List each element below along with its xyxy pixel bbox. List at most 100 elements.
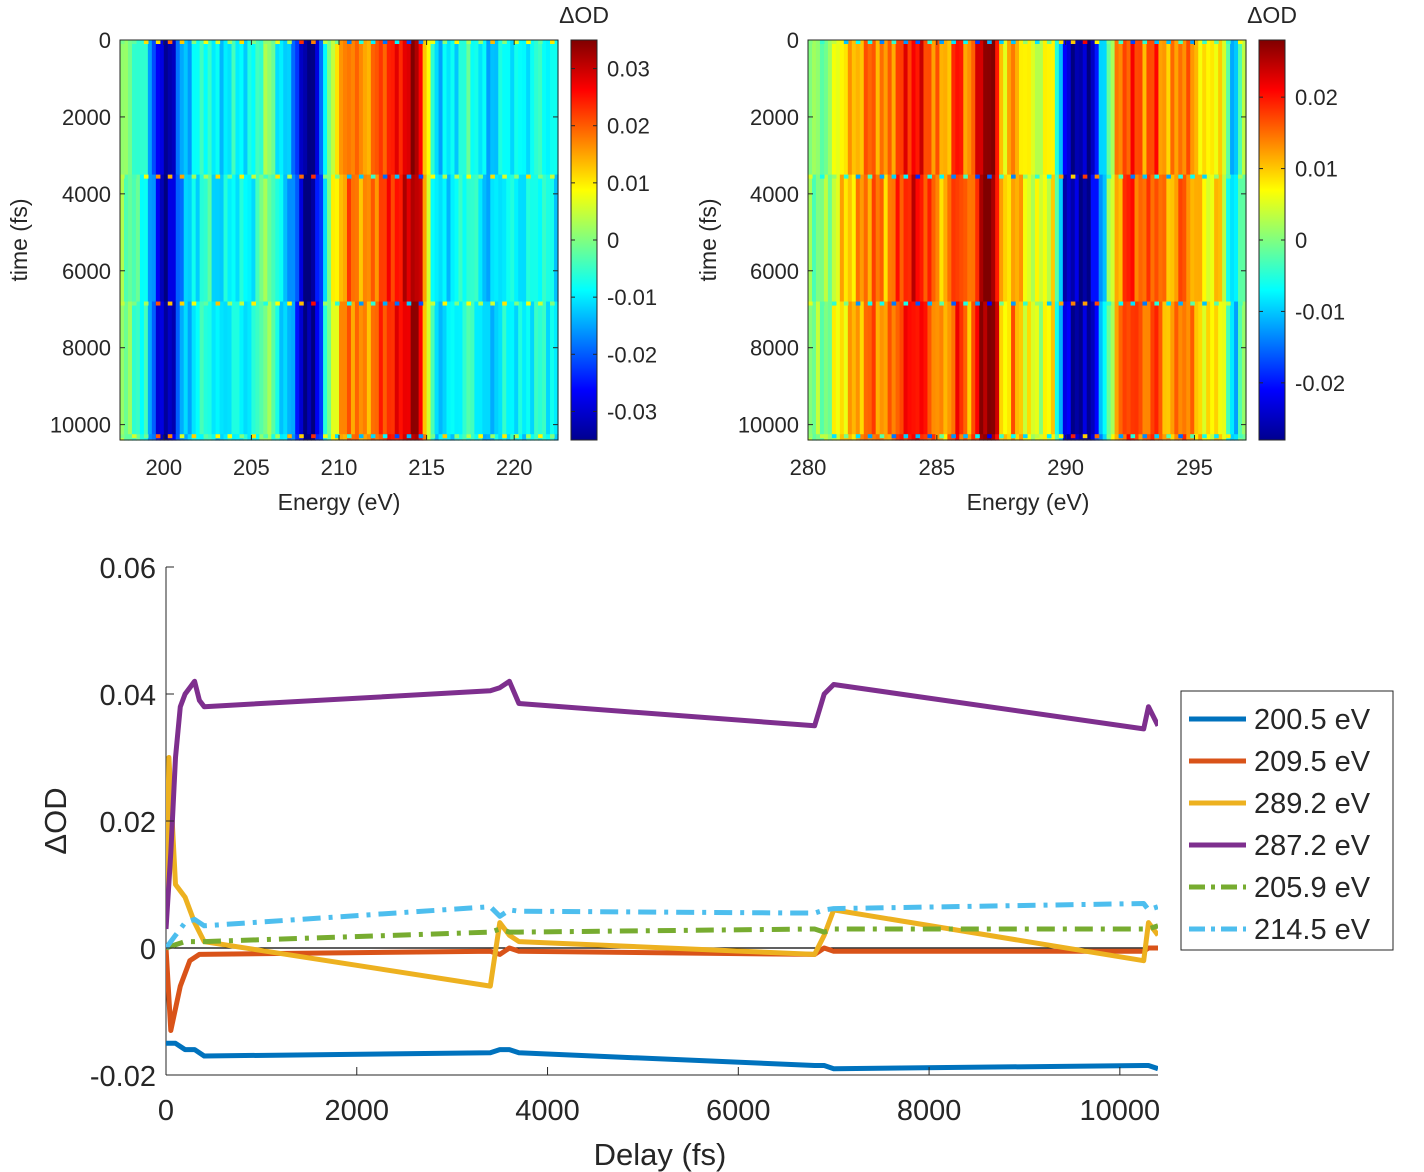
hm1-noise-cell <box>466 301 471 306</box>
hm1-cell <box>418 174 424 303</box>
hm2-cell <box>883 40 889 176</box>
hm2-cell <box>1170 174 1175 303</box>
hm1-cell <box>199 301 205 435</box>
line-chart-series <box>166 678 1158 1072</box>
hm2-noise-cell <box>1142 40 1148 44</box>
hm2-cell <box>843 174 849 303</box>
series-line-200-5-eV <box>166 1040 1158 1072</box>
hm2-cell <box>1166 40 1171 176</box>
hm2-cell <box>815 434 821 441</box>
hm1-cell <box>259 40 264 176</box>
hm2-cell <box>847 434 853 441</box>
hm2-cell <box>819 40 825 176</box>
hm1-cell <box>187 301 193 435</box>
hm1-cell <box>139 174 145 303</box>
hm1-cell <box>426 40 432 176</box>
hm1-cell <box>251 40 256 176</box>
hm2-cell <box>1062 40 1068 176</box>
hm2-noise-cell <box>1190 40 1195 44</box>
hm1-cell <box>203 301 209 435</box>
hm2-cell <box>1218 174 1223 303</box>
hm1-cell <box>223 434 229 441</box>
hm2-cell <box>1162 40 1167 176</box>
hm1-cell <box>147 174 153 303</box>
hm2-cell <box>827 301 833 435</box>
hm2-cell <box>1058 40 1064 176</box>
hm2-cell <box>1174 434 1179 441</box>
hm2-cell <box>879 174 885 303</box>
hm1-cell <box>271 434 276 441</box>
hm2-noise-cell <box>1178 174 1183 179</box>
hm2-noise-cell <box>999 40 1004 44</box>
hm2-noise-cell <box>855 434 861 439</box>
hm2-cell <box>1058 301 1064 435</box>
hm1-noise-cell <box>239 40 245 44</box>
hm2-noise-cell <box>1118 40 1124 44</box>
hm2-noise-cell <box>1130 40 1136 44</box>
line-chart-x-tick-label: 4000 <box>515 1095 580 1127</box>
hm1-cell <box>350 174 356 303</box>
hm1-cell <box>442 40 448 176</box>
hm1-cell <box>498 434 503 441</box>
hm1-x-tick-label: 210 <box>321 455 358 480</box>
hm1-cell <box>271 40 276 176</box>
hm1-cell <box>263 40 268 176</box>
hm1-noise-cell <box>275 40 280 44</box>
colorbar-tick-label: 0 <box>1295 228 1307 253</box>
hm2-cell <box>1007 301 1012 435</box>
hm2-noise-cell <box>1130 301 1136 306</box>
hm2-cell <box>811 301 817 435</box>
hm2-noise-cell <box>1166 174 1171 179</box>
hm2-cell <box>935 40 940 176</box>
hm2-cell <box>1142 301 1148 435</box>
hm1-noise-cell <box>203 434 209 439</box>
hm2-cell <box>863 434 869 441</box>
hm2-cell <box>1234 174 1239 303</box>
hm2-cell <box>927 40 933 176</box>
hm2-y-tick-label: 4000 <box>750 182 799 207</box>
hm2-cell <box>1122 301 1128 435</box>
hm2-noise-cell <box>1046 434 1052 439</box>
hm1-cell <box>382 174 388 303</box>
hm1-cell <box>422 434 428 441</box>
hm2-cell <box>1023 301 1028 435</box>
hm2-cell <box>1182 174 1187 303</box>
hm1-cell <box>370 174 376 303</box>
hm1-cell <box>295 40 300 176</box>
hm2-cell <box>959 301 964 435</box>
hm1-cell <box>251 301 256 435</box>
hm2-cell <box>939 40 944 176</box>
hm2-cell <box>903 40 909 176</box>
hm1-cell <box>458 174 464 303</box>
hm2-cell <box>855 301 861 435</box>
hm1-cell <box>167 40 173 176</box>
hm1-noise-cell <box>120 434 125 439</box>
hm1-cell <box>450 301 456 435</box>
colorbar-tick-label: 0.02 <box>607 114 650 139</box>
hm2-x-tick-label: 290 <box>1047 455 1084 480</box>
hm2-noise-cell <box>1106 301 1112 306</box>
hm1-cell <box>454 174 460 303</box>
hm1-cell <box>478 301 483 435</box>
hm1-noise-cell <box>275 174 280 179</box>
hm2-noise-cell <box>1166 434 1171 439</box>
hm2-cell <box>1126 434 1132 441</box>
hm2-noise-cell <box>939 40 944 44</box>
hm2-noise-cell <box>927 40 933 44</box>
hm1-cell <box>486 434 491 441</box>
hm2-cell <box>895 40 901 176</box>
hm2-cell <box>903 301 909 435</box>
hm1-cell <box>434 40 440 176</box>
hm1-cell <box>331 301 336 435</box>
hm2-noise-cell <box>879 174 885 179</box>
hm1-cell <box>374 301 380 435</box>
hm1-cell <box>414 40 420 176</box>
line-chart-y-tick-label: 0.02 <box>100 807 156 839</box>
hm2-cell <box>1234 434 1239 441</box>
hm1-cell <box>151 40 157 176</box>
hm2-noise-cell <box>999 301 1004 306</box>
hm1-cell <box>554 301 559 435</box>
hm2-cell <box>891 40 897 176</box>
hm1-noise-cell <box>358 40 364 44</box>
hm2-noise-cell <box>1214 434 1219 439</box>
